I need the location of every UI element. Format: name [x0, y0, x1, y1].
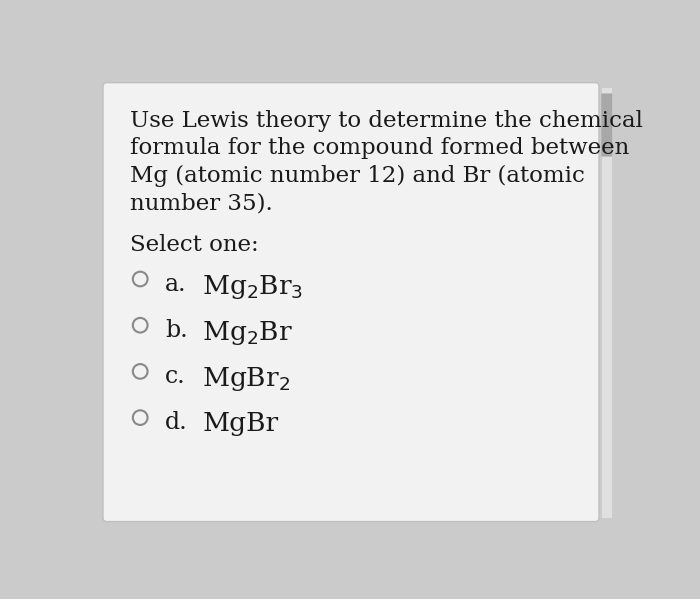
- Text: c.: c.: [165, 365, 186, 388]
- Text: Mg$_2$Br$_3$: Mg$_2$Br$_3$: [202, 273, 303, 301]
- Text: a.: a.: [165, 273, 187, 296]
- Text: Use Lewis theory to determine the chemical: Use Lewis theory to determine the chemic…: [130, 110, 643, 132]
- Text: Mg$_2$Br: Mg$_2$Br: [202, 319, 293, 347]
- Text: Mg (atomic number 12) and Br (atomic: Mg (atomic number 12) and Br (atomic: [130, 165, 585, 187]
- Text: Select one:: Select one:: [130, 234, 259, 256]
- Text: MgBr$_2$: MgBr$_2$: [202, 365, 290, 394]
- Text: MgBr: MgBr: [202, 412, 279, 437]
- Text: formula for the compound formed between: formula for the compound formed between: [130, 137, 629, 159]
- Text: b.: b.: [165, 319, 188, 342]
- Text: number 35).: number 35).: [130, 193, 273, 215]
- FancyBboxPatch shape: [601, 93, 612, 156]
- Bar: [601, 86, 612, 518]
- FancyBboxPatch shape: [103, 83, 599, 522]
- Text: d.: d.: [165, 412, 188, 434]
